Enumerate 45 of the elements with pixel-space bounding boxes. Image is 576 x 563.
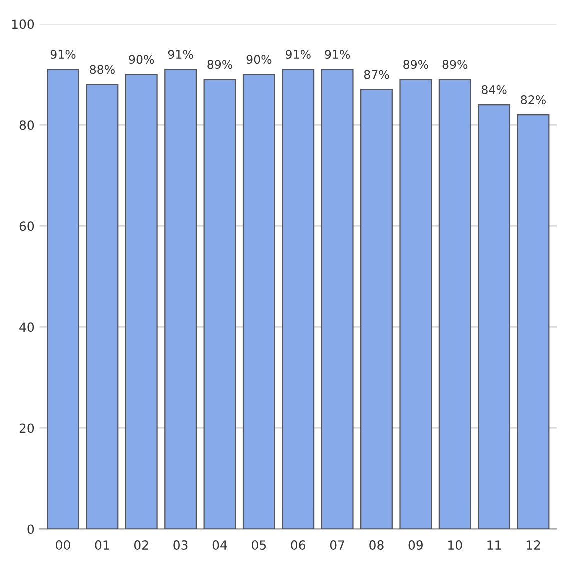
data-label: 90% (246, 55, 272, 64)
x-tick-label: 09 (408, 540, 423, 550)
data-label: 82% (521, 96, 546, 104)
bar (400, 79, 432, 530)
bar (86, 84, 119, 530)
x-tick-label: 08 (370, 540, 384, 550)
data-label: 89% (442, 60, 468, 70)
y-tick-label: 40 (20, 322, 34, 332)
data-label: 91% (286, 50, 311, 60)
bar (321, 69, 354, 530)
x-tick-label: 01 (95, 540, 110, 550)
y-tick-label: 60 (20, 222, 34, 232)
data-label: 91% (168, 50, 194, 60)
data-label: 91% (50, 50, 76, 60)
y-tick-label: 80 (20, 120, 34, 130)
bar (282, 69, 315, 530)
bar (517, 114, 550, 530)
bar (478, 104, 511, 530)
bar (204, 79, 236, 530)
bar (360, 89, 393, 530)
x-tick-label: 00 (56, 540, 70, 550)
x-tick-label: 10 (448, 540, 462, 550)
y-tick-label: 0 (28, 524, 34, 534)
x-tick-label: 12 (526, 540, 540, 550)
x-tick-label: 03 (174, 540, 188, 550)
bar (125, 74, 158, 530)
x-tick-label: 04 (212, 540, 228, 550)
data-label: 84% (482, 85, 507, 94)
x-tick-label: 05 (252, 540, 266, 550)
data-label: 87% (364, 70, 390, 80)
bar (242, 74, 276, 530)
data-label: 91% (325, 50, 350, 60)
y-tick-label: 20 (20, 424, 34, 434)
x-tick-label: 11 (488, 540, 502, 550)
bar (47, 69, 80, 530)
y-tick-label: 100 (12, 20, 34, 30)
x-tick-label: 07 (330, 540, 344, 550)
data-label: 88% (90, 65, 115, 74)
data-label: 90% (129, 55, 154, 64)
x-tick-label: 06 (291, 540, 306, 550)
bar (438, 79, 472, 530)
data-label: 89% (208, 60, 232, 70)
data-label: 89% (404, 60, 428, 70)
x-tick-label: 02 (134, 540, 148, 550)
bar (164, 69, 198, 530)
